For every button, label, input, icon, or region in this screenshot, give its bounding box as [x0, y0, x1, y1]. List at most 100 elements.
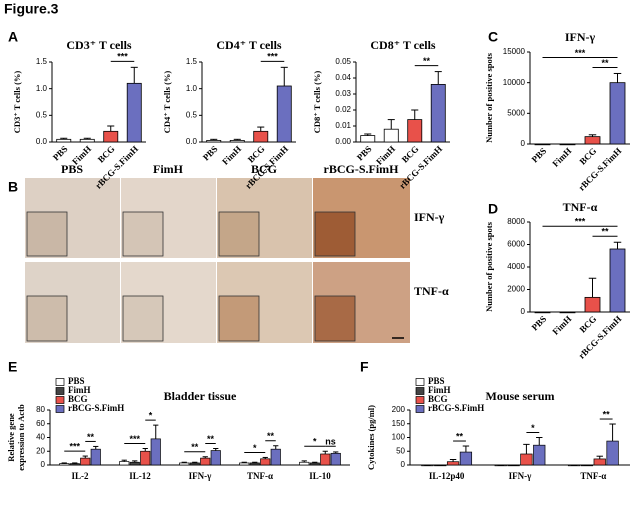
bar — [210, 450, 221, 466]
panel-letter: D — [488, 201, 498, 217]
legend-label: FimH — [68, 385, 91, 395]
y-axis-label: CD3⁺ T cells (%) — [12, 71, 22, 134]
y-tick-label: 0.04 — [335, 73, 351, 82]
significance-label: ** — [601, 227, 609, 237]
y-tick-label: 20 — [36, 446, 45, 455]
inset — [314, 295, 356, 342]
inset — [122, 295, 164, 342]
y-tick-label: 1.5 — [186, 57, 198, 66]
bar — [90, 448, 101, 466]
figure-label: Figure.3 — [4, 1, 59, 17]
y-axis-label: Cytokines (pg/ml) — [366, 405, 376, 470]
significance-label: ** — [207, 434, 215, 444]
bar — [593, 458, 606, 466]
y-tick-label: 0 — [41, 460, 46, 469]
panel-letter: C — [488, 29, 498, 45]
y-tick-label: 5000 — [507, 108, 525, 117]
bar — [606, 440, 619, 466]
bar — [200, 457, 211, 466]
y-tick-label: 4000 — [507, 262, 525, 271]
bar — [59, 463, 70, 466]
y-tick-label: 0.5 — [186, 110, 198, 119]
chart-title: TNF-α — [563, 200, 598, 214]
significance-label: ** — [191, 442, 199, 452]
bar — [229, 139, 245, 143]
y-tick-label: 0.03 — [335, 89, 351, 98]
bar — [520, 453, 533, 466]
bar — [126, 82, 142, 143]
significance-label: *** — [575, 48, 586, 58]
y-tick-label: 0.0 — [36, 137, 48, 146]
bar — [309, 462, 320, 466]
y-tick-label: 1.0 — [186, 84, 198, 93]
column-label: rBCG-S.FimH — [324, 162, 400, 176]
bar — [206, 139, 222, 143]
significance-label: * — [149, 411, 153, 421]
y-tick-label: 0.00 — [335, 137, 351, 146]
y-tick-label: 100 — [392, 433, 406, 442]
y-axis-label: CD8⁺ T cells (%) — [312, 71, 322, 134]
column-label: FimH — [153, 162, 184, 176]
bar — [129, 461, 140, 466]
significance-label: *** — [117, 52, 128, 62]
y-tick-label: 1.5 — [36, 57, 48, 66]
significance-label: ** — [456, 431, 464, 441]
bar — [360, 135, 376, 143]
y-tick-label: 0 — [521, 139, 526, 148]
bar — [253, 130, 269, 143]
bar — [80, 457, 91, 466]
bar — [103, 130, 119, 143]
y-tick-label: 150 — [392, 419, 406, 428]
y-tick-label: 8000 — [507, 217, 525, 226]
legend-swatch — [415, 387, 425, 395]
y-tick-label: 200 — [392, 405, 406, 414]
significance-label: ** — [603, 409, 611, 419]
y-tick-label: 6000 — [507, 240, 525, 249]
y-tick-label: 0.05 — [335, 57, 351, 66]
inset — [26, 211, 68, 257]
legend-swatch — [55, 387, 65, 395]
y-tick-label: 2000 — [507, 285, 525, 294]
bar — [330, 452, 341, 466]
x-tick-label: TNF-α — [247, 471, 273, 481]
y-tick-label: 80 — [36, 405, 45, 414]
panel-letter: E — [8, 359, 17, 375]
bar — [239, 462, 250, 466]
column-label: PBS — [61, 162, 83, 176]
significance-label: * — [313, 437, 317, 447]
bar — [179, 462, 190, 466]
chart-title: Bladder tissue — [164, 389, 237, 403]
bar — [79, 138, 95, 143]
significance-label: ** — [423, 56, 431, 66]
y-tick-label: 0 — [401, 460, 406, 469]
bar — [459, 451, 473, 466]
significance-label: ** — [87, 432, 95, 442]
y-axis-label: Number of positive spots — [484, 52, 494, 142]
y-tick-label: 0.02 — [335, 105, 351, 114]
legend-swatch — [415, 396, 425, 404]
x-tick-label: IL-10 — [309, 471, 331, 481]
significance-label: *** — [69, 441, 80, 451]
y-axis-label: Number of positive spots — [484, 221, 494, 311]
legend-swatch — [55, 405, 65, 413]
panel-letter: B — [8, 179, 18, 195]
x-tick-label: TNF-α — [580, 471, 606, 481]
y-tick-label: 1.0 — [36, 84, 48, 93]
inset — [122, 211, 164, 257]
bar — [276, 85, 292, 143]
y-tick-label: 40 — [36, 433, 45, 442]
chart: Bladder tissue Relative gene expression to… — [6, 376, 350, 481]
bar — [407, 119, 423, 143]
x-tick-label: IFN-γ — [189, 471, 212, 481]
legend-label: rBCG-S.FimH — [68, 403, 124, 413]
bar — [260, 458, 271, 466]
bar — [150, 438, 161, 466]
legend-swatch — [55, 378, 65, 386]
inset — [314, 211, 356, 257]
legend-label: PBS — [428, 376, 445, 386]
significance-label: *** — [575, 217, 586, 227]
x-tick-label: IL-2 — [71, 471, 89, 481]
significance-label: * — [531, 423, 535, 433]
x-tick-label: IFN-γ — [509, 471, 532, 481]
chart-title: CD4⁺ T cells — [216, 38, 282, 52]
